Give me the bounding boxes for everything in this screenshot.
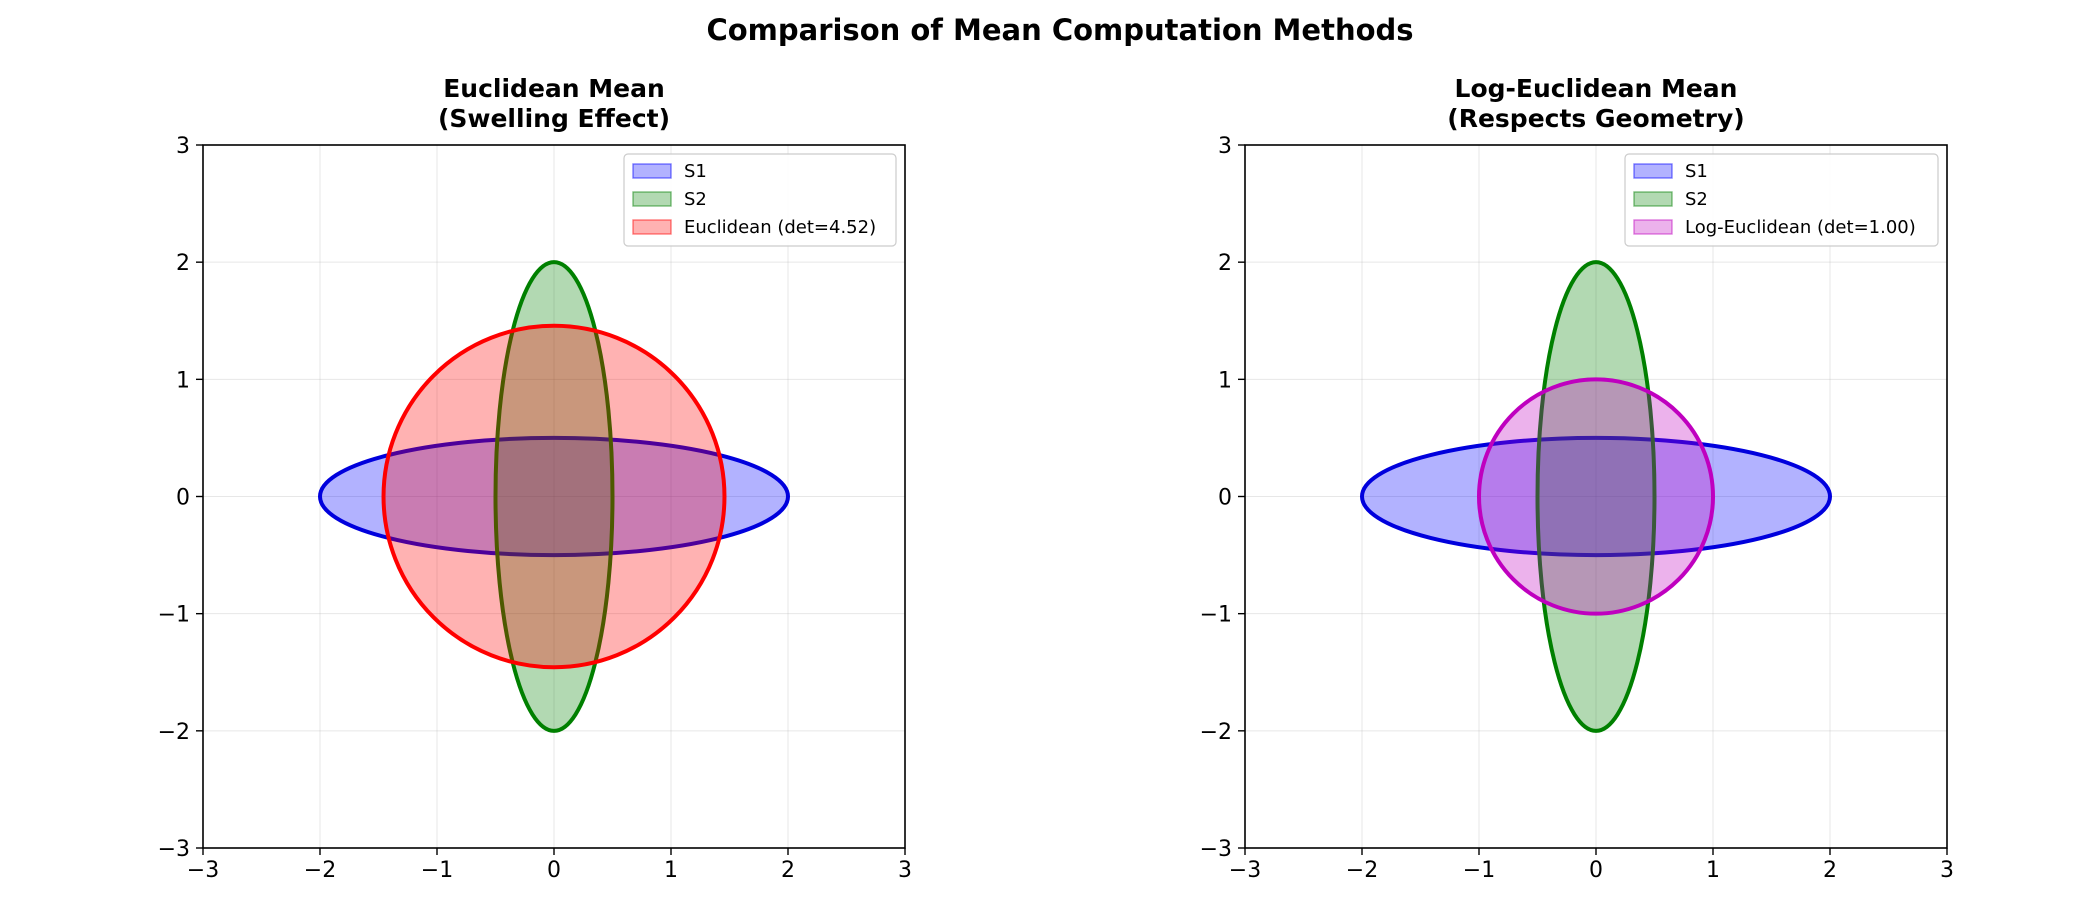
legend-swatch <box>632 219 672 235</box>
x-tick-label: 0 <box>547 858 561 883</box>
y-tick-label: −2 <box>158 720 190 745</box>
x-tick-label: 0 <box>1589 858 1603 883</box>
ellipses <box>318 260 790 733</box>
y-tick-label: 2 <box>176 251 190 276</box>
panel-subtitle: (Respects Geometry) <box>1447 104 1744 133</box>
x-tick-label: 1 <box>1706 858 1720 883</box>
legend-frame <box>623 153 897 247</box>
chart-panel-1: Euclidean Mean(Swelling Effect) −3 −2 −1 0 1 2… <box>158 74 912 883</box>
legend-swatch <box>632 163 672 179</box>
ellipse-s2 <box>1535 260 1657 733</box>
legend: S1 S2 Log-Euclidean (det=1.00) <box>1624 153 1939 247</box>
x-tick-label: −1 <box>421 858 453 883</box>
x-tick-label: −3 <box>1229 858 1261 883</box>
y-tick-label: −3 <box>1200 837 1232 862</box>
y-tick-label: 0 <box>176 486 190 511</box>
figure-title: Comparison of Mean Computation Methods <box>706 13 1413 47</box>
y-tick-label: −2 <box>1200 720 1232 745</box>
ellipse-s1 <box>1360 435 1832 558</box>
ellipse-s1 <box>318 435 790 558</box>
x-tick-label: 2 <box>781 858 795 883</box>
ellipses <box>1360 260 1832 733</box>
y-tick-label: 0 <box>1218 486 1232 511</box>
y-tick-label: −3 <box>158 837 190 862</box>
legend-label: S1 <box>1685 161 1708 182</box>
legend-label: Euclidean (det=4.52) <box>684 217 876 238</box>
legend-label: S2 <box>684 189 707 210</box>
panel-title: Euclidean Mean <box>443 74 665 103</box>
x-tick-label: 3 <box>898 858 912 883</box>
legend-swatch <box>1633 163 1673 179</box>
y-tick-label: 2 <box>1218 251 1232 276</box>
x-tick-label: −1 <box>1463 858 1495 883</box>
x-tick-label: −2 <box>1346 858 1378 883</box>
legend-label: Log-Euclidean (det=1.00) <box>1685 217 1916 238</box>
legend-label: S1 <box>684 161 707 182</box>
y-tick-label: 1 <box>1218 368 1232 393</box>
legend-swatch <box>632 191 672 207</box>
y-tick-label: 3 <box>1218 134 1232 159</box>
x-tick-label: −3 <box>187 858 219 883</box>
legend: S1 S2 Euclidean (det=4.52) <box>623 153 897 247</box>
y-tick-label: −1 <box>1200 603 1232 628</box>
y-tick-label: −1 <box>158 603 190 628</box>
panel-title: Log-Euclidean Mean <box>1455 74 1738 103</box>
panel-subtitle: (Swelling Effect) <box>438 104 670 133</box>
x-tick-label: 2 <box>1823 858 1837 883</box>
y-tick-label: 3 <box>176 134 190 159</box>
legend-frame <box>1624 153 1939 247</box>
chart-panel-2: Log-Euclidean Mean(Respects Geometry)−3−… <box>1200 74 1954 883</box>
x-tick-label: −2 <box>304 858 336 883</box>
y-tick-label: 1 <box>176 368 190 393</box>
legend-swatch <box>1633 191 1673 207</box>
x-tick-label: 1 <box>664 858 678 883</box>
ellipse-log-euclidean <box>1477 377 1715 616</box>
legend-label: S2 <box>1685 189 1708 210</box>
legend-swatch <box>1633 219 1673 235</box>
ellipse-euclidean <box>381 323 727 670</box>
x-tick-label: 3 <box>1940 858 1954 883</box>
ellipse-s2 <box>493 260 615 733</box>
